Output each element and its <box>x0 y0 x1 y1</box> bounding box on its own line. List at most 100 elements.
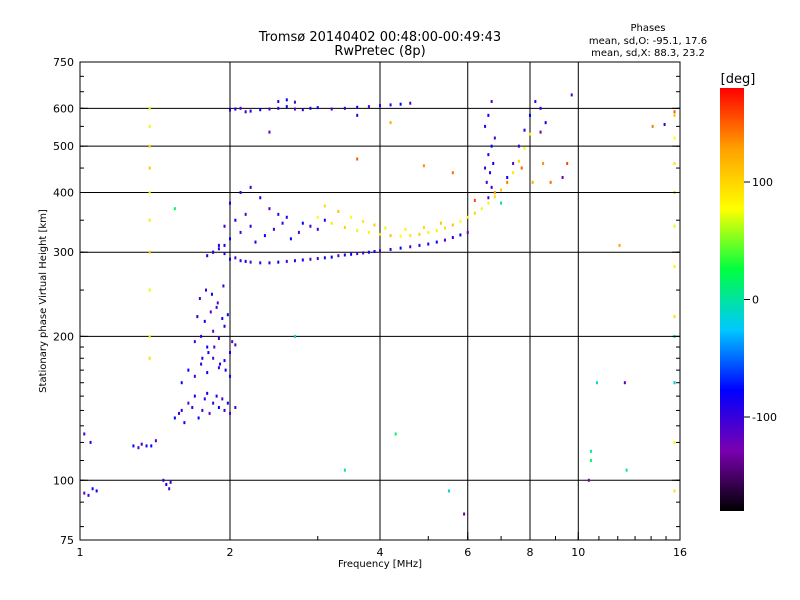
data-point <box>229 201 231 205</box>
data-point <box>673 136 676 140</box>
data-point <box>217 243 220 247</box>
data-point <box>221 316 224 320</box>
data-point <box>529 132 531 136</box>
data-point <box>404 227 407 231</box>
data-point <box>542 161 545 165</box>
x-tick-label: 6 <box>464 546 471 559</box>
data-point <box>148 218 151 222</box>
data-point <box>293 259 296 263</box>
data-point <box>484 124 487 128</box>
data-point <box>83 491 86 495</box>
y-tick-label: 500 <box>53 140 74 153</box>
x-tick-label: 2 <box>227 546 234 559</box>
data-point <box>356 157 359 161</box>
data-point <box>566 161 569 165</box>
data-point <box>663 123 666 127</box>
data-point <box>490 185 493 189</box>
data-point <box>330 107 333 111</box>
data-point <box>263 234 266 238</box>
data-point <box>169 480 172 484</box>
data-point <box>83 432 86 436</box>
stats-line-x: mean, sd,X: 88.3, 23.2 <box>591 48 705 59</box>
data-point <box>367 250 370 254</box>
data-point <box>259 108 262 112</box>
data-point <box>487 201 490 205</box>
chart-title: Tromsø 20140402 00:48:00-00:49:43 <box>258 30 501 45</box>
data-point <box>180 381 183 385</box>
data-point <box>203 319 206 323</box>
data-point <box>223 324 226 328</box>
data-point <box>226 401 229 405</box>
data-point <box>323 204 326 208</box>
colorbar-tick-label: 0 <box>752 294 759 307</box>
data-point <box>625 468 628 472</box>
data-point <box>212 250 215 254</box>
data-point <box>544 121 547 125</box>
data-point <box>350 215 353 219</box>
data-point <box>301 108 304 112</box>
x-tick-label: 16 <box>673 546 687 559</box>
data-point <box>150 444 153 448</box>
data-point <box>217 336 220 340</box>
data-point <box>213 345 216 349</box>
stats-line-o: mean, sd,O: -95.1, 17.6 <box>589 36 707 47</box>
data-point <box>212 401 215 405</box>
data-point <box>549 180 552 184</box>
data-point <box>217 247 220 251</box>
data-point <box>487 113 490 117</box>
data-point <box>512 161 515 165</box>
data-point <box>231 340 234 344</box>
data-point <box>272 227 275 231</box>
data-point <box>587 478 590 482</box>
data-point <box>301 258 304 262</box>
stats-heading: Phases <box>630 23 665 34</box>
data-point <box>409 245 412 249</box>
data-point <box>198 297 201 301</box>
data-point <box>200 362 203 366</box>
data-point <box>268 130 271 134</box>
data-point <box>490 100 493 104</box>
data-point <box>484 166 487 170</box>
data-point <box>209 310 212 314</box>
data-point <box>191 405 194 409</box>
data-point <box>337 254 340 258</box>
data-point <box>356 105 359 109</box>
data-point <box>520 166 523 170</box>
data-point <box>529 113 531 117</box>
data-point <box>229 237 231 241</box>
data-point <box>343 225 346 229</box>
colorbar-ticks: 100 0 -100 <box>744 176 777 424</box>
data-point <box>337 210 340 214</box>
data-point <box>177 411 180 415</box>
data-point <box>517 159 520 163</box>
data-point <box>673 489 676 493</box>
data-point <box>589 449 592 453</box>
data-point <box>148 288 151 292</box>
data-point <box>500 201 503 205</box>
data-point <box>281 221 284 225</box>
data-point <box>422 225 425 229</box>
data-point <box>443 226 446 230</box>
data-point <box>673 265 676 269</box>
data-point <box>165 482 168 486</box>
data-point <box>239 230 242 234</box>
data-point <box>148 144 151 148</box>
data-point <box>394 432 397 436</box>
y-axis-label: Stationary phase Virtual Height [km] <box>38 209 49 393</box>
data-point <box>187 368 190 372</box>
data-point <box>193 394 196 398</box>
data-point <box>217 405 220 409</box>
data-point <box>373 223 376 227</box>
colorbar-tick-label: 100 <box>752 176 773 189</box>
data-point <box>356 229 359 233</box>
data-point <box>201 356 204 360</box>
data-point <box>367 105 370 109</box>
data-point <box>289 237 292 241</box>
data-point <box>223 243 226 247</box>
data-point <box>350 252 353 256</box>
data-point <box>480 207 483 211</box>
data-point <box>226 313 229 317</box>
data-point <box>95 489 98 493</box>
data-point <box>223 408 226 412</box>
data-point <box>180 408 183 412</box>
